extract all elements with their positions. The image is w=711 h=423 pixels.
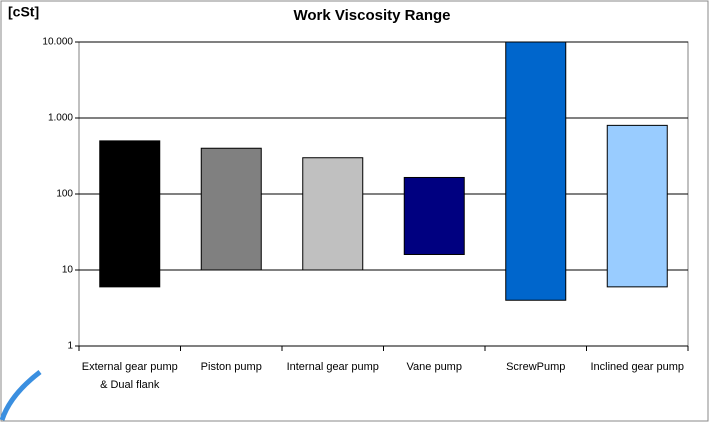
decoration-arc <box>0 370 42 421</box>
y-tick-label: 10.000 <box>42 37 73 48</box>
x-tick-label: Vane pump <box>406 361 462 373</box>
x-tick-label: Internal gear pump <box>286 361 379 373</box>
y-tick-label: 1 <box>67 341 73 352</box>
bar <box>606 124 668 288</box>
bar <box>99 140 161 288</box>
y-axis-label: [cSt] <box>8 4 39 20</box>
chart-title: Work Viscosity Range <box>293 7 450 24</box>
x-tick-label: ScrewPump <box>506 361 566 373</box>
bar <box>505 41 567 301</box>
bar <box>403 176 465 255</box>
x-tick-label: Piston pump <box>200 361 262 373</box>
x-tick-label: Inclined gear pump <box>590 361 685 373</box>
y-tick-label: 1.000 <box>48 113 73 124</box>
bar <box>302 157 364 271</box>
x-tick-label: External gear pump & Dual flank <box>81 361 178 391</box>
y-tick-label: 100 <box>56 189 73 200</box>
bar <box>200 147 262 271</box>
y-tick-label: 10 <box>62 265 74 276</box>
